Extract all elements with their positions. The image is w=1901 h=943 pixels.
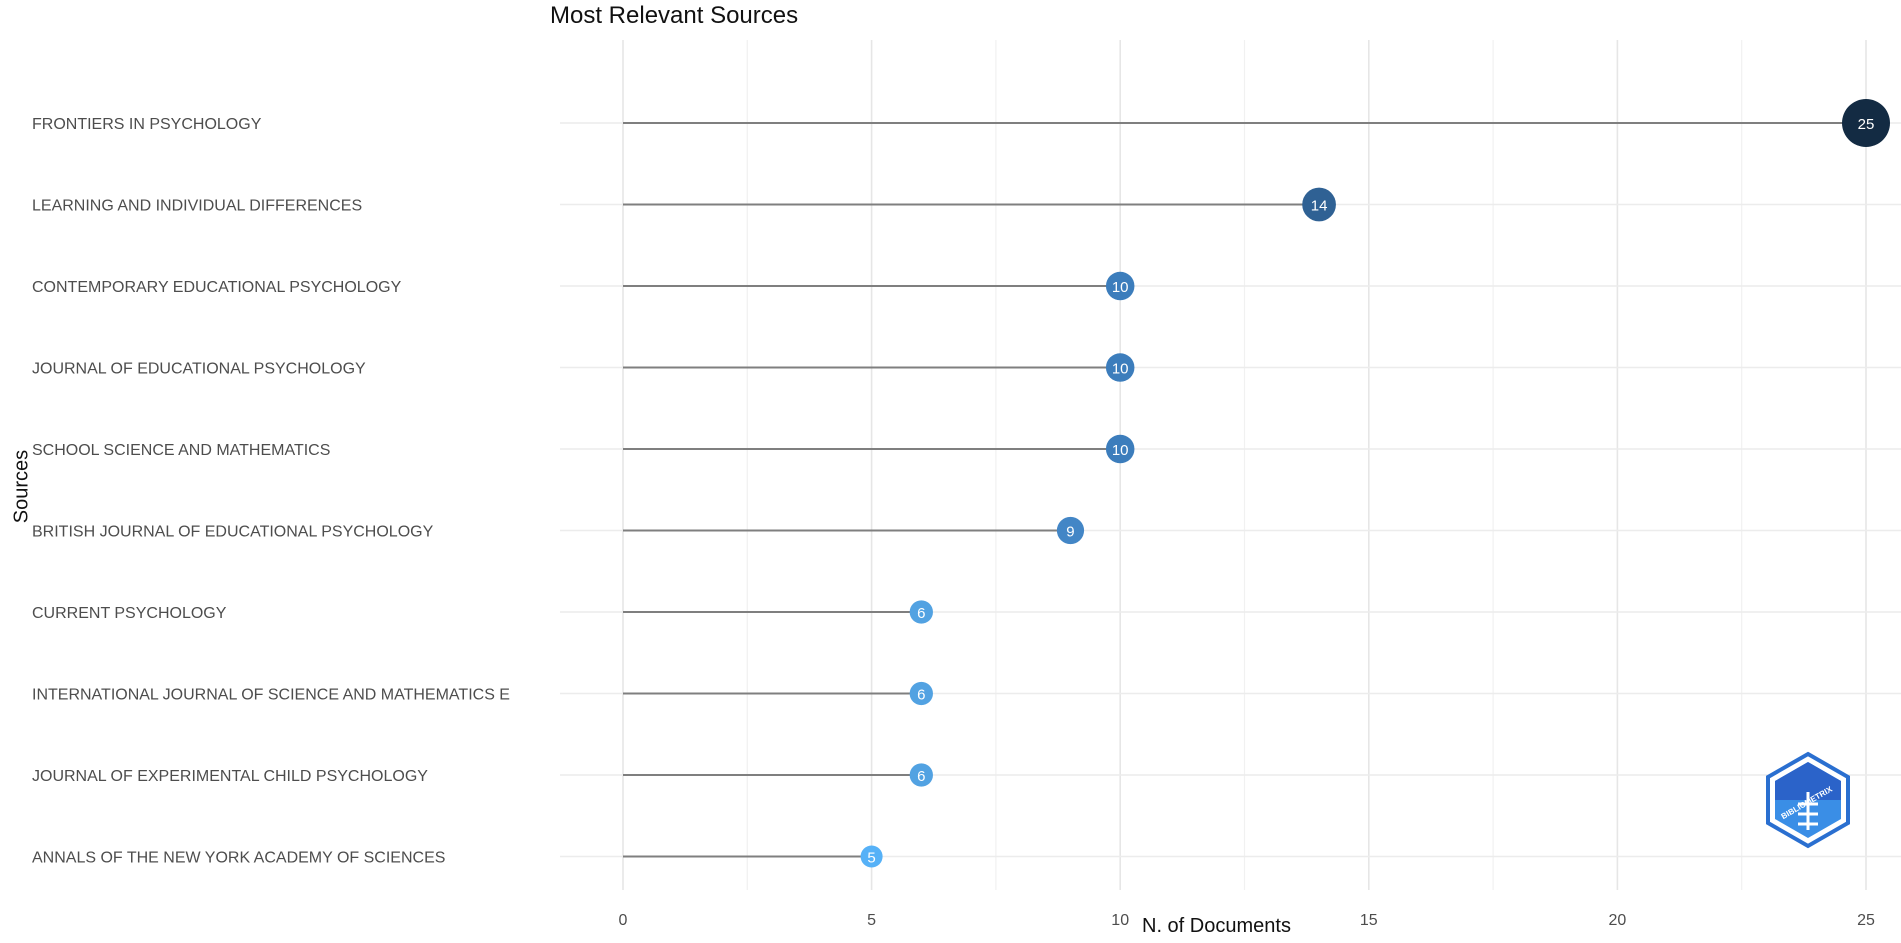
lollipop-point (1056, 516, 1085, 545)
x-tick-label: 5 (867, 912, 876, 929)
category-tick-label: SCHOOL SCIENCE AND MATHEMATICS (32, 442, 330, 459)
category-tick-label: ANNALS OF THE NEW YORK ACADEMY OF SCIENC… (32, 850, 445, 867)
data-label: 9 (1066, 524, 1074, 541)
category-tick-label: FRONTIERS IN PSYCHOLOGY (32, 116, 262, 133)
data-label: 5 (867, 850, 875, 867)
lollipop-point (1842, 99, 1890, 147)
category-tick-label: CONTEMPORARY EDUCATIONAL PSYCHOLOGY (32, 279, 402, 296)
x-tick-label: 10 (1111, 912, 1129, 929)
data-label: 10 (1112, 361, 1129, 378)
category-tick-label: CURRENT PSYCHOLOGY (32, 605, 227, 622)
lollipop-point (909, 763, 933, 787)
data-label: 10 (1112, 279, 1129, 296)
lollipop-point (1105, 434, 1135, 464)
chart-title: Most Relevant Sources (550, 2, 799, 29)
lollipop-point (909, 600, 933, 624)
category-tick-label: JOURNAL OF EXPERIMENTAL CHILD PSYCHOLOGY (32, 768, 428, 785)
x-axis-label: N. of Documents (1142, 915, 1291, 937)
lollipop-point (860, 845, 883, 868)
x-tick-label: 25 (1857, 912, 1875, 929)
x-tick-label: 20 (1609, 912, 1627, 929)
lollipop-point (1105, 353, 1135, 382)
data-label: 10 (1112, 442, 1129, 459)
data-label: 6 (917, 768, 925, 785)
x-tick-label: 15 (1360, 912, 1378, 929)
category-tick-label: INTERNATIONAL JOURNAL OF SCIENCE AND MAT… (32, 687, 510, 704)
category-tick-label: JOURNAL OF EDUCATIONAL PSYCHOLOGY (32, 361, 366, 378)
bibliometrix-logo-icon: BIBLIOMETRIX (1766, 751, 1850, 849)
data-label: 14 (1311, 198, 1328, 215)
lollipop-point (1105, 271, 1135, 301)
category-tick-label: BRITISH JOURNAL OF EDUCATIONAL PSYCHOLOG… (32, 524, 434, 541)
data-label: 6 (917, 687, 925, 704)
data-label: 25 (1858, 116, 1875, 133)
category-tick-label: LEARNING AND INDIVIDUAL DIFFERENCES (32, 198, 362, 215)
data-label: 6 (917, 605, 925, 622)
lollipop-point (1302, 187, 1336, 222)
lollipop-point (909, 681, 933, 706)
x-tick-label: 0 (619, 912, 628, 929)
